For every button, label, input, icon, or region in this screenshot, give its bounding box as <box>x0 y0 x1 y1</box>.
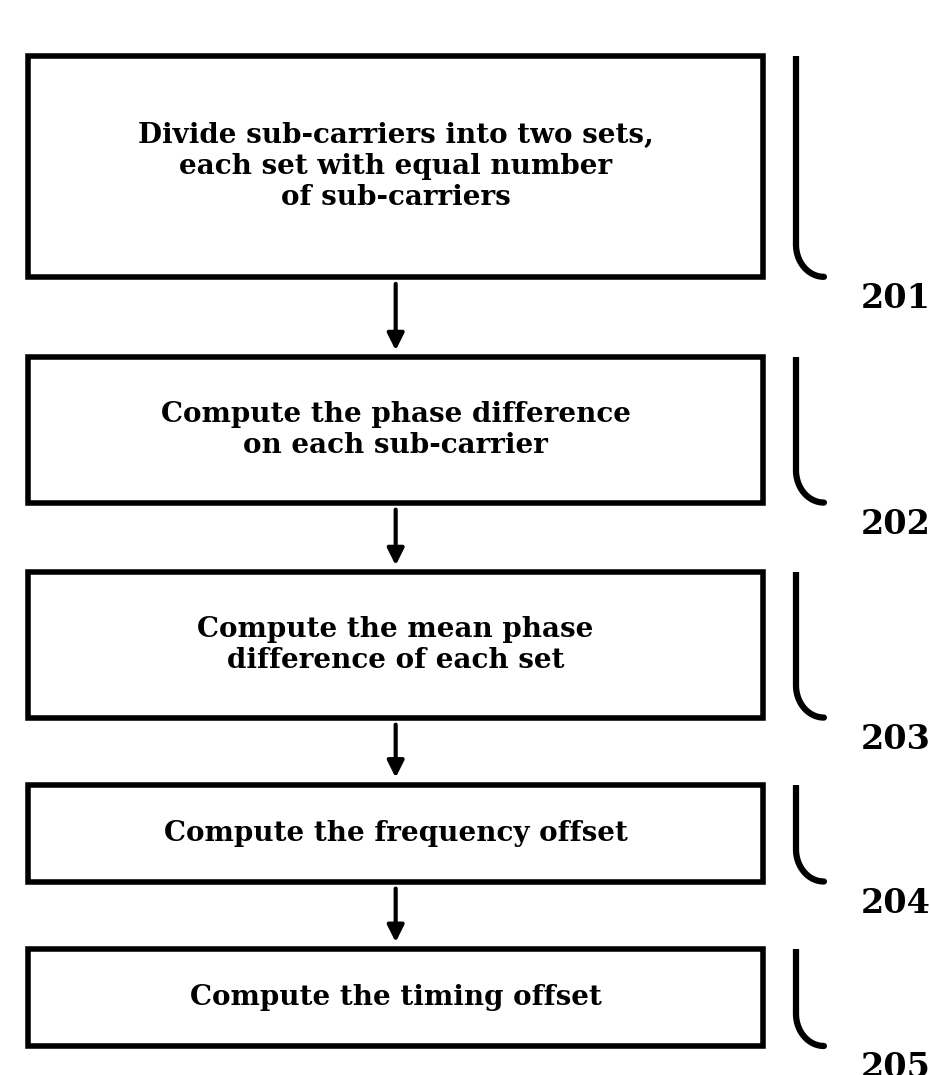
Text: Divide sub-carriers into two sets,
each set with equal number
of sub-carriers: Divide sub-carriers into two sets, each … <box>138 121 654 212</box>
Text: 204: 204 <box>861 887 931 920</box>
Text: Compute the mean phase
difference of each set: Compute the mean phase difference of eac… <box>197 616 594 674</box>
Text: Compute the timing offset: Compute the timing offset <box>190 984 601 1012</box>
FancyBboxPatch shape <box>28 785 763 882</box>
Text: 205: 205 <box>861 1051 931 1075</box>
Text: 202: 202 <box>861 507 931 541</box>
FancyBboxPatch shape <box>28 357 763 502</box>
FancyBboxPatch shape <box>28 949 763 1046</box>
FancyBboxPatch shape <box>28 572 763 718</box>
Text: 203: 203 <box>861 722 931 756</box>
FancyBboxPatch shape <box>28 57 763 277</box>
Text: Compute the phase difference
on each sub-carrier: Compute the phase difference on each sub… <box>161 401 630 459</box>
Text: 201: 201 <box>861 283 931 315</box>
Text: Compute the frequency offset: Compute the frequency offset <box>164 819 627 847</box>
